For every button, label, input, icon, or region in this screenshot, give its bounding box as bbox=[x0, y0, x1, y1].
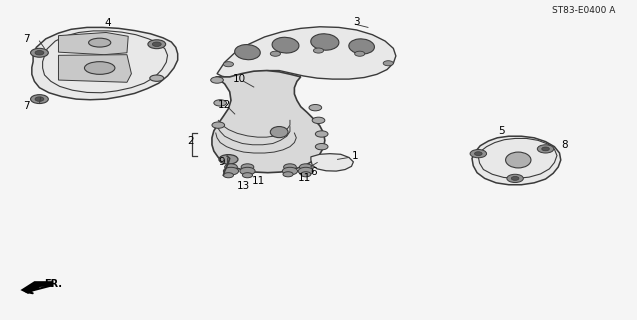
Text: 11: 11 bbox=[298, 173, 311, 183]
Ellipse shape bbox=[89, 38, 111, 47]
Polygon shape bbox=[311, 154, 354, 171]
Polygon shape bbox=[212, 70, 325, 173]
Text: 10: 10 bbox=[233, 74, 246, 84]
Text: 4: 4 bbox=[104, 18, 111, 28]
Polygon shape bbox=[217, 27, 396, 79]
Ellipse shape bbox=[85, 62, 115, 74]
Text: 11: 11 bbox=[252, 176, 265, 186]
Circle shape bbox=[31, 95, 48, 104]
Circle shape bbox=[512, 177, 519, 180]
Circle shape bbox=[541, 147, 549, 151]
Circle shape bbox=[214, 100, 227, 106]
Text: 2: 2 bbox=[187, 136, 194, 146]
Circle shape bbox=[283, 172, 293, 177]
Text: 6: 6 bbox=[310, 167, 317, 177]
Text: 13: 13 bbox=[237, 181, 250, 191]
Polygon shape bbox=[59, 32, 128, 55]
Text: 3: 3 bbox=[354, 17, 360, 27]
Text: 8: 8 bbox=[561, 140, 568, 150]
Circle shape bbox=[241, 164, 254, 170]
Circle shape bbox=[475, 152, 482, 156]
Text: 9: 9 bbox=[218, 156, 225, 167]
Circle shape bbox=[537, 145, 554, 153]
Circle shape bbox=[315, 131, 328, 137]
Circle shape bbox=[224, 173, 234, 178]
Circle shape bbox=[35, 97, 44, 101]
Circle shape bbox=[283, 164, 296, 170]
Ellipse shape bbox=[272, 37, 299, 53]
Circle shape bbox=[355, 51, 365, 56]
Circle shape bbox=[211, 77, 224, 83]
Circle shape bbox=[312, 117, 325, 124]
Circle shape bbox=[224, 62, 234, 67]
Circle shape bbox=[282, 167, 297, 175]
Circle shape bbox=[212, 122, 225, 128]
Circle shape bbox=[225, 164, 238, 170]
Text: 7: 7 bbox=[24, 101, 30, 111]
Text: 5: 5 bbox=[498, 126, 505, 136]
Polygon shape bbox=[20, 281, 54, 294]
Ellipse shape bbox=[234, 44, 261, 60]
Circle shape bbox=[299, 164, 312, 170]
Circle shape bbox=[315, 143, 328, 150]
Polygon shape bbox=[32, 28, 178, 100]
Circle shape bbox=[152, 42, 161, 46]
Ellipse shape bbox=[150, 75, 164, 81]
Circle shape bbox=[507, 174, 524, 182]
Polygon shape bbox=[472, 136, 561, 185]
Circle shape bbox=[31, 48, 48, 57]
Circle shape bbox=[219, 155, 238, 164]
Circle shape bbox=[35, 51, 44, 55]
Text: 1: 1 bbox=[352, 151, 359, 161]
Text: FR.: FR. bbox=[45, 279, 62, 289]
Circle shape bbox=[298, 167, 313, 175]
Circle shape bbox=[301, 172, 311, 177]
Circle shape bbox=[224, 167, 239, 175]
Circle shape bbox=[243, 173, 252, 178]
Circle shape bbox=[313, 48, 324, 53]
Circle shape bbox=[309, 105, 322, 111]
Text: 12: 12 bbox=[218, 100, 231, 110]
Ellipse shape bbox=[270, 126, 288, 138]
Polygon shape bbox=[59, 55, 131, 82]
Circle shape bbox=[270, 51, 280, 56]
Text: 7: 7 bbox=[24, 34, 30, 44]
Circle shape bbox=[383, 61, 393, 66]
Ellipse shape bbox=[349, 39, 375, 54]
Circle shape bbox=[470, 149, 487, 158]
Text: ST83-E0400 A: ST83-E0400 A bbox=[552, 6, 615, 15]
Circle shape bbox=[148, 40, 166, 49]
Circle shape bbox=[240, 167, 255, 175]
Ellipse shape bbox=[311, 34, 339, 50]
Ellipse shape bbox=[506, 152, 531, 168]
